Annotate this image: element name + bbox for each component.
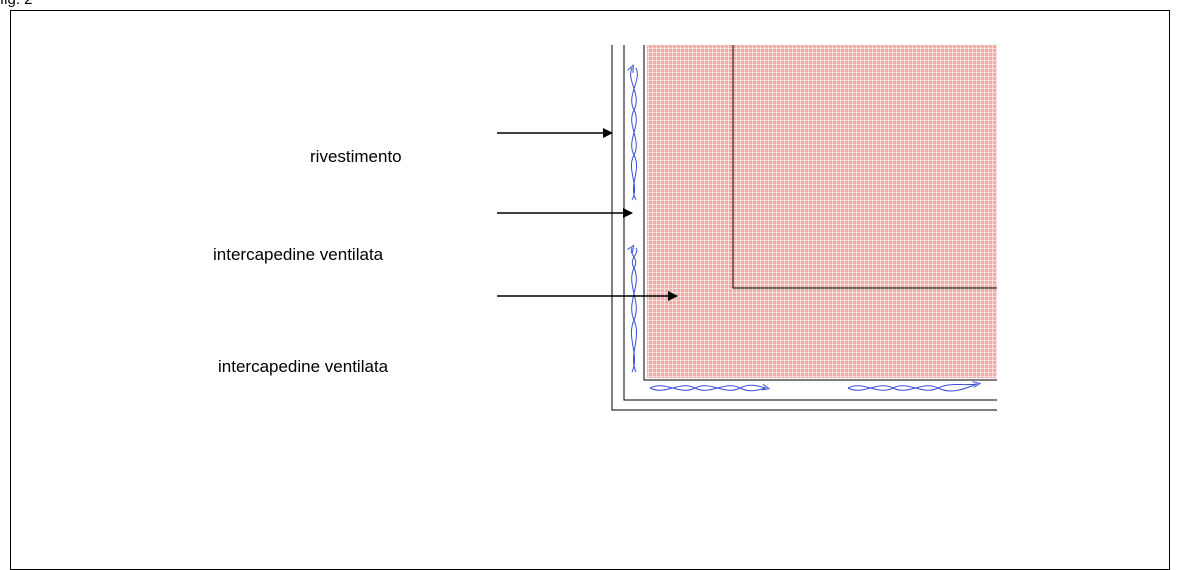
airflow-horizontal-left-icon bbox=[649, 385, 766, 392]
label-intercapedine-ventilata-1: intercapedine ventilata bbox=[213, 245, 384, 264]
wall-inner-line bbox=[732, 45, 997, 289]
cladding-inner-line bbox=[623, 45, 997, 401]
wall-section-diagram bbox=[497, 45, 997, 411]
airflow-vertical-upper-icon bbox=[631, 68, 638, 201]
insulation-layer bbox=[647, 45, 997, 378]
label-intercapedine-ventilata-2: intercapedine ventilata bbox=[218, 357, 389, 376]
cladding-outer-line bbox=[611, 45, 997, 411]
airflow-horizontal-right-icon bbox=[847, 384, 977, 392]
figure-caption: fig. 2 bbox=[0, 0, 33, 9]
label-rivestimento: rivestimento bbox=[310, 147, 402, 166]
insulation-outer-line bbox=[643, 45, 997, 381]
airflow-vertical-lower-icon bbox=[631, 248, 638, 373]
